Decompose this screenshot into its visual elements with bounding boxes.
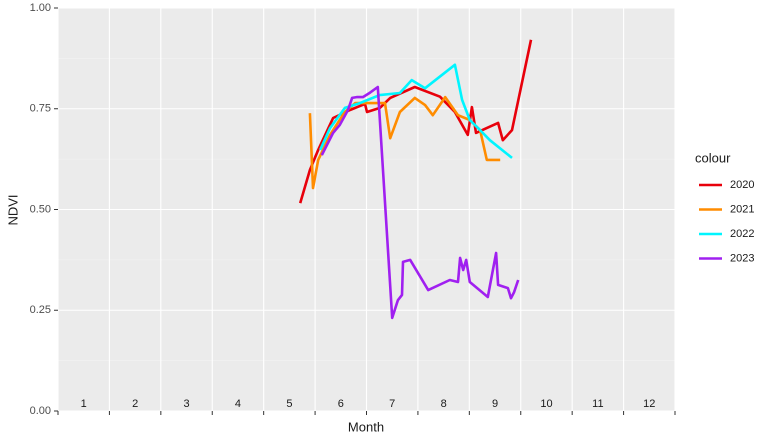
series-line — [298, 39, 533, 204]
month-label: 6 — [338, 398, 344, 410]
series-line — [319, 63, 513, 159]
y-axis-title: NDVI — [5, 194, 20, 225]
y-tick-label: 0.75 — [30, 103, 51, 115]
month-label: 4 — [235, 398, 241, 410]
y-tick-label: 0.00 — [30, 405, 51, 417]
legend-label: 2020 — [730, 179, 754, 191]
month-label: 2 — [132, 398, 138, 410]
month-label: 12 — [643, 398, 655, 410]
legend-label: 2023 — [730, 252, 754, 264]
series-line — [320, 85, 520, 320]
legend-label: 2021 — [730, 203, 754, 215]
y-tick-label: 0.25 — [30, 304, 51, 316]
month-label: 9 — [492, 398, 498, 410]
month-label: 11 — [592, 398, 603, 410]
month-label: 7 — [389, 398, 395, 410]
month-label: 1 — [81, 398, 87, 410]
month-label: 5 — [286, 398, 292, 410]
x-axis-title: Month — [348, 419, 384, 434]
y-tick-label: 1.00 — [30, 2, 51, 14]
legend-title: colour — [695, 150, 731, 165]
month-label: 3 — [183, 398, 189, 410]
lines — [298, 39, 533, 320]
month-label: 10 — [540, 398, 552, 410]
month-label: 8 — [441, 398, 447, 410]
y-tick-label: 0.50 — [30, 203, 51, 215]
legend-label: 2022 — [730, 228, 754, 240]
